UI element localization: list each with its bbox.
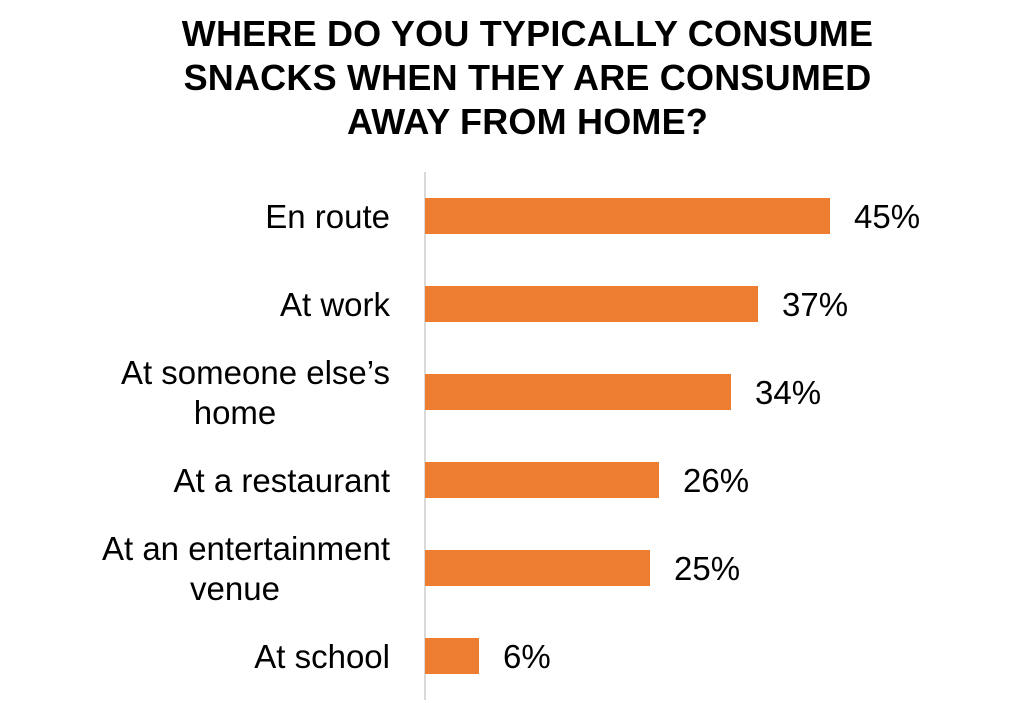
category-label: En route	[265, 198, 390, 235]
data-label: 26%	[683, 462, 749, 499]
bar	[425, 374, 731, 410]
chart-title-line-3: AWAY FROM HOME?	[346, 101, 709, 142]
chart-title: WHERE DO YOU TYPICALLY CONSUME SNACKS WH…	[0, 12, 1015, 144]
data-label: 45%	[854, 198, 920, 235]
category-label: At work	[280, 286, 391, 323]
category-label: At an entertainment	[102, 530, 390, 567]
labels-group: 45% En route 37% At work 34% At someone else’…	[102, 198, 920, 675]
data-label: 6%	[503, 638, 551, 675]
data-label: 34%	[755, 374, 821, 411]
category-label: At a restaurant	[174, 462, 390, 499]
bars-group	[425, 198, 830, 674]
bar	[425, 550, 650, 586]
chart-title-line-2: SNACKS WHEN THEY ARE CONSUMED	[183, 57, 872, 98]
bar	[425, 462, 659, 498]
data-label: 37%	[782, 286, 848, 323]
category-label: At school	[254, 638, 390, 675]
category-label: home	[194, 394, 277, 431]
bar	[425, 638, 479, 674]
category-label: venue	[190, 570, 280, 607]
chart-title-line-1: WHERE DO YOU TYPICALLY CONSUME	[181, 13, 874, 54]
category-label: At someone else’s	[121, 354, 390, 391]
bar	[425, 286, 758, 322]
data-label: 25%	[674, 550, 740, 587]
bar	[425, 198, 830, 234]
